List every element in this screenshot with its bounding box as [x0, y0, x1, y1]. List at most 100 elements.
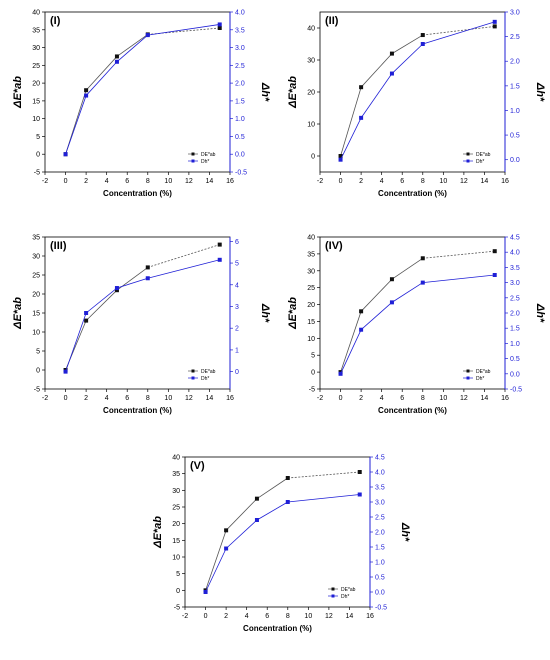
series-2-point: [420, 42, 425, 46]
x-tick-label: 10: [164, 395, 172, 402]
series-1-point: [338, 154, 343, 158]
series-2-point: [389, 71, 394, 76]
y-tick-label: 30: [32, 45, 40, 52]
y-tick-label: 10: [307, 122, 315, 129]
x-tick-label: 4: [380, 395, 384, 402]
y-tick-label: 30: [307, 58, 315, 65]
series-2-point: [63, 152, 68, 157]
chart-svg-2: -2 0 2 4 6 8 10 12 14 16 0 10 20 30 40 0.0 0.5 1.0 1.5 2.0 2…: [287, 10, 546, 199]
x-tick-label: 8: [421, 178, 425, 185]
y-tick-label: 40: [307, 235, 315, 242]
series-1-segment: [391, 257, 424, 280]
series-1-point: [84, 88, 89, 93]
y-tick-label: 0: [311, 370, 315, 377]
x-tick-label: 10: [164, 178, 172, 185]
y-right-tick-label: 0.0: [510, 371, 520, 378]
series-2-point: [254, 518, 259, 522]
x-tick-label: 2: [359, 395, 363, 402]
series-2-segment: [65, 95, 87, 155]
y-right-tick-label: 0.5: [510, 356, 520, 363]
x-tick-label: 8: [146, 395, 150, 402]
x-tick-label: 10: [304, 613, 312, 620]
series-2-segment: [147, 259, 220, 279]
panel-label: (II): [325, 15, 339, 27]
y-right-axis-label: Δh*: [534, 303, 546, 323]
x-axis-label: Concentration (%): [378, 406, 447, 415]
series-1-point: [389, 51, 394, 56]
y-right-tick-label: 3.5: [510, 265, 520, 272]
plot-frame: [319, 11, 506, 173]
series-1-point: [420, 33, 425, 38]
series-1-segment: [147, 244, 220, 268]
x-tick-label: 10: [439, 178, 447, 185]
y-right-tick-label: 3.0: [375, 500, 385, 507]
y-right-tick-label: 0.0: [235, 152, 245, 159]
legend-marker: [191, 376, 195, 380]
y-right-tick-label: 0.0: [375, 590, 385, 597]
legend-marker: [191, 369, 195, 373]
x-tick-label: -2: [317, 178, 323, 185]
y-right-tick-label: 2.5: [235, 63, 245, 70]
series-2-point: [359, 327, 364, 332]
chart-panel-2: -2 0 2 4 6 8 10 12 14 16 0 10 20 30 40 0.0 0.5 1.0 1.5 2.0 2…: [275, 0, 550, 225]
series-1-point: [217, 26, 222, 30]
series-1-point: [114, 288, 119, 293]
x-tick-label: -2: [42, 178, 48, 185]
legend-label: DE*ab: [476, 369, 491, 375]
plot-frame: [44, 236, 231, 390]
x-tick-label: -2: [317, 395, 323, 402]
x-tick-label: 6: [400, 395, 404, 402]
plot-frame: [44, 11, 231, 173]
x-axis-label: Concentration (%): [103, 406, 172, 415]
y-right-tick-label: 2.0: [235, 81, 245, 88]
series-2-point: [217, 22, 222, 27]
y-tick-label: 5: [176, 571, 180, 578]
series-2-point: [145, 276, 150, 281]
legend-marker: [191, 159, 195, 163]
series-2-segment: [340, 329, 362, 374]
series-2-segment: [116, 277, 148, 289]
series-2-point: [492, 19, 497, 24]
y-right-tick-label: -0.5: [375, 605, 387, 612]
y-tick-label: 0: [311, 154, 315, 161]
series-1-point: [420, 256, 425, 261]
series-2-point: [357, 492, 362, 497]
legend-label: DE*ab: [476, 152, 491, 158]
y-right-tick-label: 2.5: [375, 515, 385, 522]
series-2-segment: [256, 501, 288, 521]
series-1-point: [217, 242, 222, 247]
x-tick-label: 4: [105, 178, 109, 185]
y-right-tick-label: 1.5: [510, 326, 520, 333]
y-tick-label: 20: [172, 521, 180, 528]
series-1-segment: [360, 53, 393, 88]
chart-panel-5: -2 0 2 4 6 8 10 12 14 16 -5 0 5 10 15 20 25 30 35 40 -0.5 0.0…: [140, 445, 415, 660]
x-tick-label: 0: [204, 613, 208, 620]
y-tick-label: 30: [172, 488, 180, 495]
series-1-point: [224, 528, 229, 533]
series-1-segment: [287, 471, 360, 479]
x-tick-label: 0: [339, 178, 343, 185]
legend-marker: [331, 594, 335, 598]
y-tick-label: 30: [32, 254, 40, 261]
y-tick-label: 35: [32, 235, 40, 242]
y-right-tick-label: 2: [235, 326, 239, 333]
series-1-point: [357, 470, 362, 474]
x-tick-label: 8: [146, 178, 150, 185]
y-tick-label: 35: [32, 27, 40, 34]
x-tick-label: 16: [226, 178, 234, 185]
x-tick-label: 8: [286, 613, 290, 620]
panel-label: (III): [50, 240, 67, 252]
y-tick-label: 0: [36, 368, 40, 375]
y-right-tick-label: 0.5: [235, 134, 245, 141]
chart-panel-1: -2 0 2 4 6 8 10 12 14 16 -5 0 5 10 15 20 25 30 35 40 -0.5 0.0…: [0, 0, 275, 225]
series-2-segment: [360, 73, 393, 119]
y-tick-label: 15: [32, 311, 40, 318]
series-2-segment: [225, 519, 258, 549]
legend-label: DE*ab: [341, 587, 356, 593]
series-1-point: [359, 85, 364, 90]
y-tick-label: -5: [34, 387, 40, 394]
chart-svg-3: -2 0 2 4 6 8 10 12 14 16-5051015202530350123456Co…: [12, 235, 271, 416]
x-tick-label: 4: [380, 178, 384, 185]
legend-label: DE*ab: [201, 369, 216, 375]
x-tick-label: 14: [206, 178, 214, 185]
